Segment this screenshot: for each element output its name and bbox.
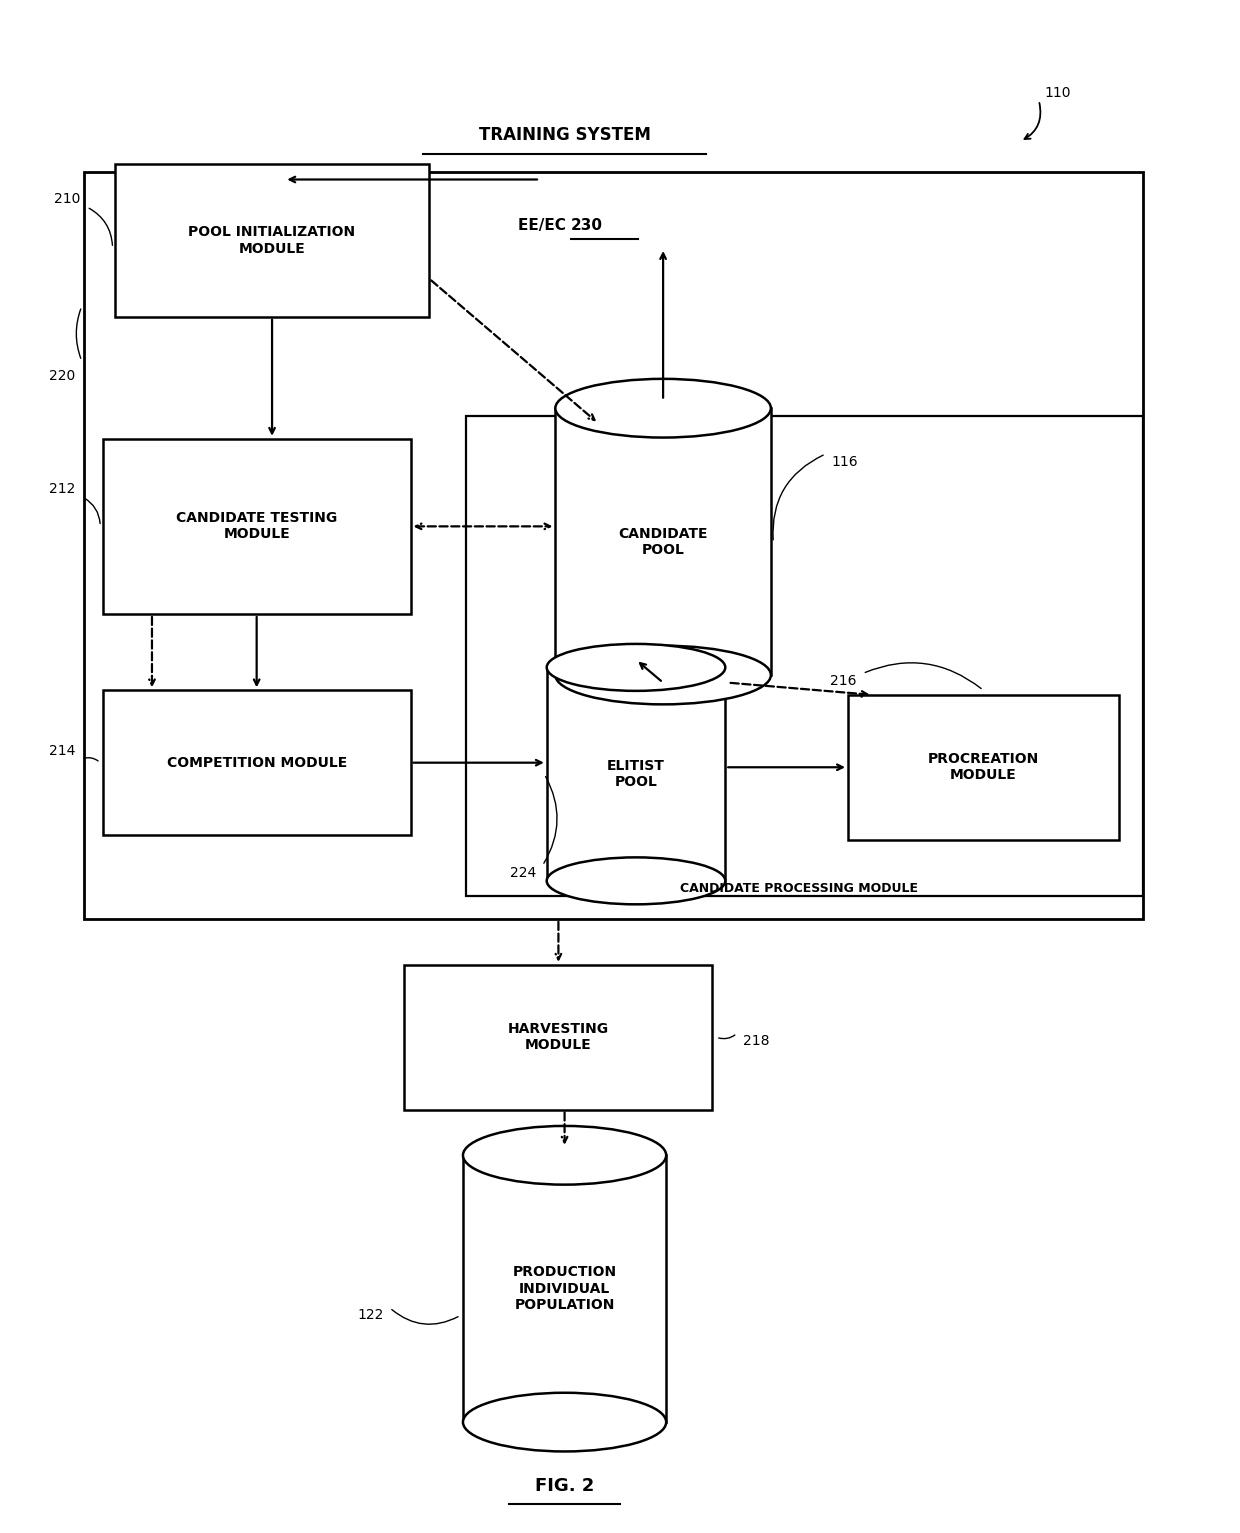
Ellipse shape <box>463 1393 666 1452</box>
Text: 224: 224 <box>510 866 536 880</box>
Bar <box>556 408 771 675</box>
Text: TRAINING SYSTEM: TRAINING SYSTEM <box>479 126 651 144</box>
Text: 220: 220 <box>50 369 76 383</box>
Text: 116: 116 <box>832 455 858 469</box>
Bar <box>547 667 725 881</box>
Text: 110: 110 <box>1045 86 1071 100</box>
Ellipse shape <box>556 645 771 704</box>
Bar <box>115 164 429 317</box>
Text: 216: 216 <box>830 675 857 688</box>
Bar <box>463 1156 666 1423</box>
Text: FIG. 2: FIG. 2 <box>534 1478 594 1495</box>
Text: 122: 122 <box>357 1308 383 1323</box>
Bar <box>404 964 712 1110</box>
Bar <box>84 172 1143 918</box>
Bar <box>103 690 410 835</box>
Text: 212: 212 <box>50 481 76 497</box>
Text: 218: 218 <box>743 1033 770 1049</box>
Text: PRODUCTION
INDIVIDUAL
POPULATION: PRODUCTION INDIVIDUAL POPULATION <box>512 1266 616 1312</box>
Text: CANDIDATE
POOL: CANDIDATE POOL <box>619 526 708 556</box>
Bar <box>848 694 1118 840</box>
Text: ELITIST
POOL: ELITIST POOL <box>608 759 665 789</box>
Text: 214: 214 <box>50 744 76 759</box>
Ellipse shape <box>556 379 771 437</box>
Text: EE/EC: EE/EC <box>517 218 570 233</box>
Ellipse shape <box>547 857 725 904</box>
Ellipse shape <box>547 644 725 691</box>
Bar <box>103 438 410 615</box>
Text: HARVESTING
MODULE: HARVESTING MODULE <box>508 1023 609 1052</box>
Text: PROCREATION
MODULE: PROCREATION MODULE <box>928 753 1039 782</box>
Text: 210: 210 <box>55 192 81 207</box>
Text: CANDIDATE TESTING
MODULE: CANDIDATE TESTING MODULE <box>176 512 337 541</box>
Ellipse shape <box>463 1125 666 1185</box>
Text: POOL INITIALIZATION
MODULE: POOL INITIALIZATION MODULE <box>188 225 356 256</box>
Text: 230: 230 <box>570 218 603 233</box>
Text: COMPETITION MODULE: COMPETITION MODULE <box>166 756 347 770</box>
Text: CANDIDATE PROCESSING MODULE: CANDIDATE PROCESSING MODULE <box>680 881 918 895</box>
Bar <box>466 415 1143 897</box>
